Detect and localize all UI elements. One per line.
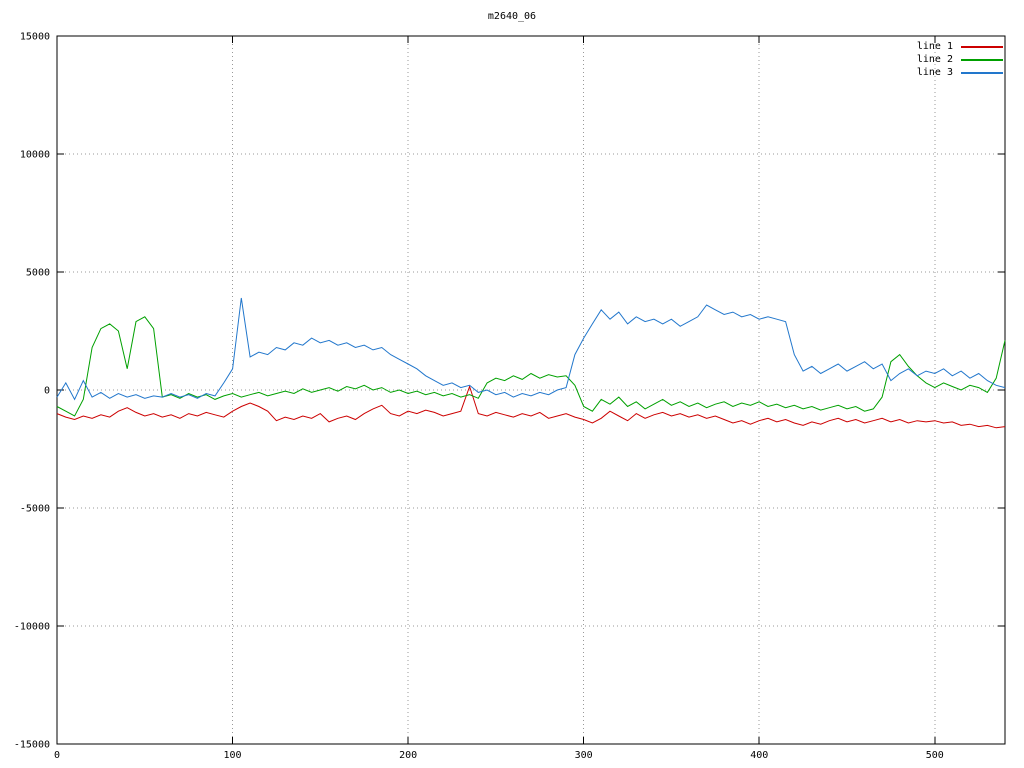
legend-label-line2: line 2: [916, 54, 953, 65]
y-tick-label: 15000: [20, 32, 50, 43]
x-tick-label: 400: [750, 750, 768, 761]
y-tick-label: 10000: [20, 150, 50, 161]
legend: line 1 line 2 line 3: [917, 41, 1003, 78]
series-line-3: [56, 297, 1006, 401]
y-tick-label: -15000: [14, 740, 50, 751]
y-tick-label: -10000: [14, 622, 50, 633]
series-line-2: [56, 316, 1006, 417]
y-tick-label: 0: [44, 386, 50, 397]
legend-label-line1: line 1: [916, 41, 953, 52]
x-tick-label: 200: [399, 750, 417, 761]
legend-line-sample-red: [961, 45, 1003, 48]
y-tick-label: -5000: [20, 504, 50, 515]
y-tick-label: 5000: [26, 268, 50, 279]
series-line-1: [56, 384, 1006, 429]
legend-item-line3: line 3: [917, 67, 1003, 78]
legend-label-line3: line 3: [916, 67, 953, 78]
chart-title: m2640_06: [487, 11, 537, 22]
x-tick-label: 100: [224, 750, 242, 761]
legend-line-sample-blue: [961, 71, 1003, 74]
x-tick-label: 500: [926, 750, 944, 761]
legend-line-sample-green: [961, 58, 1003, 61]
x-tick-label: 300: [575, 750, 593, 761]
legend-item-line2: line 2: [917, 54, 1003, 65]
x-tick-label: 0: [54, 750, 60, 761]
plot-border: [56, 35, 1006, 745]
legend-item-line1: line 1: [917, 41, 1003, 52]
